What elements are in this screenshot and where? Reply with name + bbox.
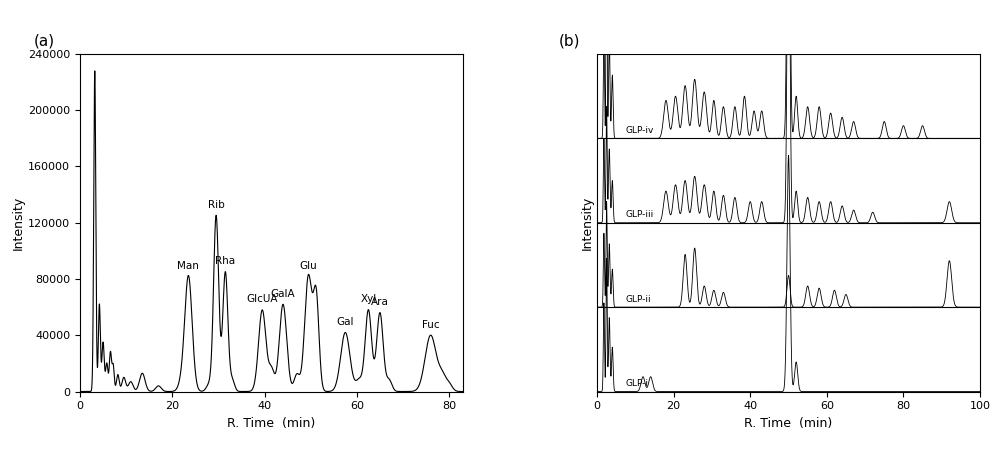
Text: Fuc: Fuc <box>422 320 439 329</box>
Text: (a): (a) <box>34 34 55 49</box>
Text: Ara: Ara <box>371 297 389 307</box>
Y-axis label: Intensity: Intensity <box>581 196 594 250</box>
Text: Rha: Rha <box>215 256 235 266</box>
Text: Xyl: Xyl <box>360 294 377 304</box>
Text: GLP-ii: GLP-ii <box>626 295 651 304</box>
Text: Man: Man <box>177 261 199 270</box>
Text: GLP-iii: GLP-iii <box>626 211 654 220</box>
Text: Rib: Rib <box>208 200 224 210</box>
Text: (b): (b) <box>559 34 580 49</box>
Text: GLP-iv: GLP-iv <box>626 126 654 135</box>
Y-axis label: Intensity: Intensity <box>12 196 25 250</box>
Text: Gal: Gal <box>337 317 354 327</box>
Text: GalA: GalA <box>271 289 295 299</box>
Text: GlcUA: GlcUA <box>247 294 278 304</box>
X-axis label: R. Time  (min): R. Time (min) <box>744 417 833 430</box>
Text: Glu: Glu <box>300 261 317 270</box>
Text: GLP-i: GLP-i <box>626 379 649 388</box>
X-axis label: R. Time  (min): R. Time (min) <box>227 417 316 430</box>
